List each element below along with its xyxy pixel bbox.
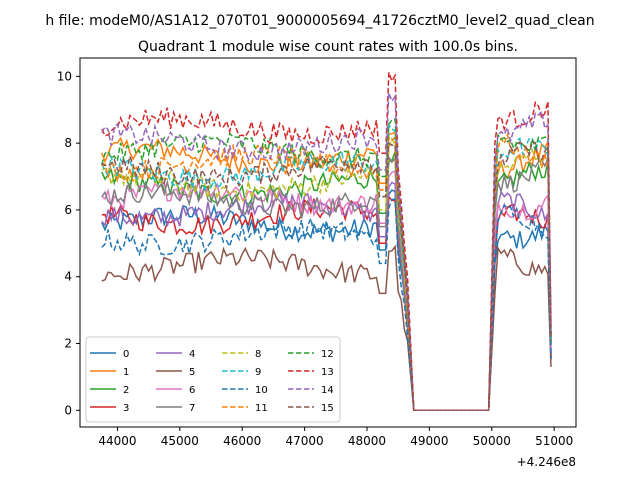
plot-lines (101, 72, 552, 412)
legend-label: 6 (189, 385, 195, 396)
series-line-10 (101, 198, 552, 412)
legend-label: 13 (321, 367, 334, 378)
legend-label: 0 (123, 349, 129, 360)
x-offset-label: +4.246e8 (517, 455, 576, 469)
axes-frame (79, 57, 577, 428)
x-tick-label: 45000 (161, 434, 199, 448)
series-line-15 (101, 140, 552, 412)
x-tick-label: 46000 (223, 434, 261, 448)
y-axis: 0 2 4 6 8 10 (57, 69, 80, 417)
y-tick-label: 8 (64, 136, 72, 150)
legend-label: 10 (255, 385, 268, 396)
chart-title: Quadrant 1 module wise count rates with … (138, 39, 518, 55)
y-tick-label: 4 (64, 270, 72, 284)
legend-label: 15 (321, 403, 334, 414)
x-tick-label: 51000 (535, 434, 573, 448)
y-tick-label: 6 (64, 203, 72, 217)
series-line-14 (101, 92, 552, 412)
x-tick-label: 47000 (286, 434, 324, 448)
y-tick-label: 10 (57, 69, 72, 83)
legend-box (85, 336, 341, 423)
x-axis: 44000 45000 46000 47000 48000 49000 50000 51000 (98, 427, 573, 448)
legend-label: 4 (189, 349, 195, 360)
legend-label: 14 (321, 385, 334, 396)
x-tick-label: 48000 (348, 434, 386, 448)
legend-label: 11 (255, 403, 268, 414)
legend-label: 2 (123, 385, 129, 396)
figure-suptitle: h file: modeM0/AS1A12_070T01_9000005694_… (45, 13, 594, 29)
legend-label: 5 (189, 367, 195, 378)
legend-label: 3 (123, 403, 129, 414)
y-tick-label: 2 (64, 337, 72, 351)
legend-label: 1 (123, 367, 129, 378)
x-tick-label: 50000 (473, 434, 511, 448)
legend-label: 9 (255, 367, 261, 378)
x-tick-label: 49000 (410, 434, 448, 448)
y-tick-label: 0 (64, 403, 72, 417)
legend-label: 12 (321, 349, 334, 360)
legend-label: 7 (189, 403, 195, 414)
x-tick-label: 44000 (98, 434, 136, 448)
legend-label: 8 (255, 349, 261, 360)
